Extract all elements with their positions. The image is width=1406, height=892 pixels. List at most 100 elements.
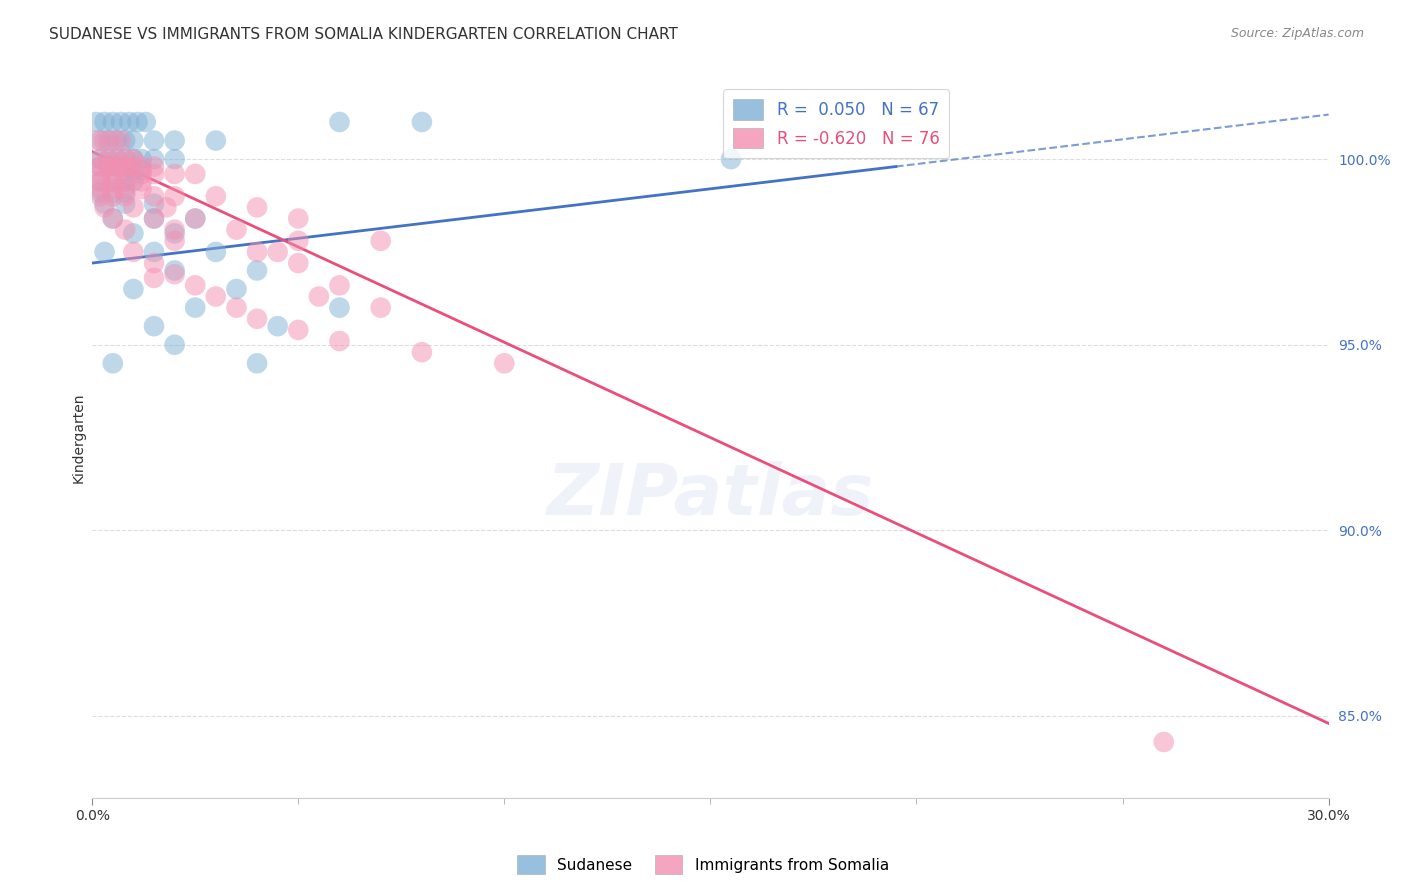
- Point: [163, 134, 186, 148]
- Point: [163, 234, 186, 248]
- Point: [225, 301, 247, 315]
- Point: [246, 200, 269, 214]
- Point: [89, 160, 111, 174]
- Point: [143, 189, 166, 203]
- Point: [184, 211, 207, 226]
- Point: [89, 152, 111, 166]
- Point: [411, 115, 433, 129]
- Point: [122, 174, 145, 188]
- Point: [89, 152, 111, 166]
- Point: [163, 152, 186, 166]
- Point: [246, 244, 269, 259]
- Point: [184, 278, 207, 293]
- Point: [163, 267, 186, 281]
- Point: [143, 211, 166, 226]
- Point: [89, 167, 111, 181]
- Point: [84, 134, 107, 148]
- Point: [114, 222, 136, 236]
- Point: [97, 152, 120, 166]
- Point: [163, 337, 186, 351]
- Point: [114, 174, 136, 188]
- Point: [101, 186, 124, 200]
- Point: [246, 356, 269, 370]
- Point: [114, 167, 136, 181]
- Point: [114, 182, 136, 196]
- Point: [143, 319, 166, 334]
- Point: [101, 211, 124, 226]
- Point: [114, 160, 136, 174]
- Point: [93, 134, 115, 148]
- Point: [266, 319, 288, 334]
- Point: [143, 211, 166, 226]
- Point: [89, 134, 111, 148]
- Point: [266, 244, 288, 259]
- Point: [114, 196, 136, 211]
- Point: [184, 167, 207, 181]
- Point: [93, 200, 115, 214]
- Point: [246, 311, 269, 326]
- Point: [143, 256, 166, 270]
- Point: [89, 174, 111, 188]
- Point: [143, 152, 166, 166]
- Point: [143, 196, 166, 211]
- Point: [131, 163, 153, 178]
- Point: [101, 182, 124, 196]
- Point: [155, 200, 177, 214]
- Point: [135, 115, 157, 129]
- Point: [93, 115, 115, 129]
- Point: [110, 134, 132, 148]
- Point: [246, 263, 269, 277]
- Point: [163, 263, 186, 277]
- Point: [122, 244, 145, 259]
- Point: [89, 186, 111, 200]
- Point: [328, 334, 350, 348]
- Point: [494, 356, 516, 370]
- Point: [105, 152, 128, 166]
- Point: [163, 222, 186, 236]
- Point: [122, 282, 145, 296]
- Point: [205, 244, 228, 259]
- Point: [114, 186, 136, 200]
- Point: [89, 174, 111, 188]
- Point: [101, 167, 124, 181]
- Point: [163, 227, 186, 241]
- Point: [205, 189, 228, 203]
- Text: ZIPatlas: ZIPatlas: [547, 460, 875, 530]
- Point: [143, 167, 166, 181]
- Point: [97, 160, 120, 174]
- Point: [328, 115, 350, 129]
- Point: [93, 244, 115, 259]
- Point: [143, 134, 166, 148]
- Legend: Sudanese, Immigrants from Somalia: Sudanese, Immigrants from Somalia: [510, 849, 896, 880]
- Point: [370, 301, 392, 315]
- Point: [131, 152, 153, 166]
- Point: [105, 160, 128, 174]
- Point: [328, 301, 350, 315]
- Point: [205, 289, 228, 303]
- Point: [143, 244, 166, 259]
- Point: [163, 189, 186, 203]
- Point: [118, 115, 141, 129]
- Point: [93, 196, 115, 211]
- Point: [370, 234, 392, 248]
- Point: [101, 174, 124, 188]
- Point: [287, 256, 309, 270]
- Point: [225, 282, 247, 296]
- Text: Source: ZipAtlas.com: Source: ZipAtlas.com: [1230, 27, 1364, 40]
- Point: [411, 345, 433, 359]
- Point: [122, 227, 145, 241]
- Point: [131, 174, 153, 188]
- Point: [225, 222, 247, 236]
- Point: [105, 134, 128, 148]
- Point: [97, 134, 120, 148]
- Point: [720, 152, 742, 166]
- Point: [114, 174, 136, 188]
- Legend: R =  0.050   N = 67, R = -0.620   N = 76: R = 0.050 N = 67, R = -0.620 N = 76: [723, 89, 949, 159]
- Point: [84, 115, 107, 129]
- Point: [184, 301, 207, 315]
- Point: [114, 189, 136, 203]
- Point: [122, 160, 145, 174]
- Point: [131, 160, 153, 174]
- Point: [143, 160, 166, 174]
- Point: [105, 152, 128, 166]
